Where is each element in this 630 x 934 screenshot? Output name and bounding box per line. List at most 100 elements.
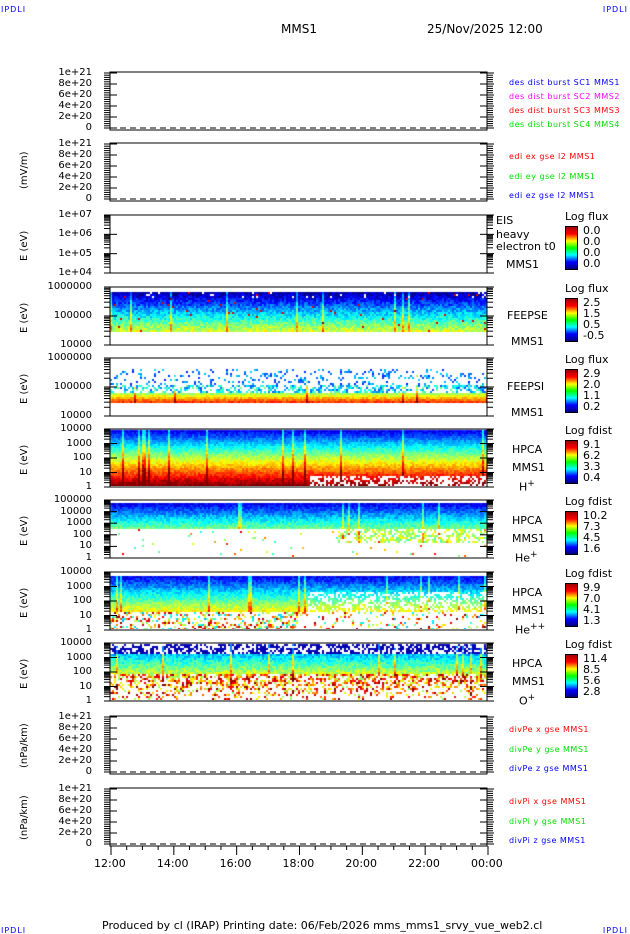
spectrogram-hpca-hepp [110,571,487,629]
instrument-label-hpca-hepp-0: HPCA [512,586,543,599]
ytick-label-hpca-o: 1000 [66,651,92,663]
species-charge: ++ [530,622,546,632]
panel-feepsi-axes [104,357,494,417]
ylabel-hpca-h: E (eV) [19,444,30,475]
instrument-label-hpca-h-0: HPCA [512,443,543,456]
corner-label-top-right: IPDLI [602,5,628,14]
datetime-title: 25/Nov/2025 12:00 [427,22,543,36]
instrument-label-feepsi-0: FEEPSI [507,380,545,393]
colorbar-value-hpca-o: 11.4 [583,652,608,665]
ytick-label-eis: 1e+07 [58,209,92,220]
colorbar-value-hpca-hepp: 1.3 [583,614,601,627]
colorbar-value-eis: 0.0 [583,224,601,237]
colorbar-value-hpca-hepp: 4.1 [583,603,601,616]
ytick-label-hpca-h: 100 [72,452,92,463]
footer-text: Produced by cl (IRAP) Printing date: 06/… [102,919,543,932]
legend-dist-2: des dist burst SC3 MMS3 [509,106,620,115]
colorbar-hpca-h [565,440,578,484]
instrument-label-hpca-o-1: MMS1 [512,675,545,688]
ytick-label-hpca-o: 1 [85,695,92,706]
panel-divpe-axes [104,715,494,775]
instrument-label-hpca-h-1: MMS1 [512,461,545,474]
panel-eis-frame [109,214,488,274]
species-charge: + [527,693,536,703]
colorbar-value-hpca-hepp: 7.0 [583,592,601,605]
colorbar-value-eis: 0.0 [583,235,601,248]
colorbar-title-hpca-he: Log fdist [565,495,613,508]
panel-feepse-axes [104,286,494,346]
species-base: He [515,551,531,565]
x-tick-label: 22:00 [408,857,440,870]
species-label-hpca-h: H+ [519,478,535,494]
panel-hpca-he-axes [104,499,494,559]
colorbar-title-feepsi: Log flux [565,353,609,366]
panel-hpca-hepp-frame [109,571,488,631]
panel-feepsi-frame [109,357,488,417]
spacecraft-title: MMS1 [281,22,317,36]
ytick-label-dist: 8e+20 [58,78,92,89]
ytick-label-hpca-hepp: 10000 [60,566,92,577]
species-base: H [519,480,528,494]
colorbar-value-feepse: -0.5 [583,329,605,342]
panel-divpi-axes [104,787,494,847]
colorbar-value-hpca-h: 6.2 [583,449,601,462]
colorbar-value-feepse: 2.5 [583,296,601,309]
spectrogram-feepsi [110,357,487,415]
colorbar-value-hpca-he: 10.2 [583,509,608,522]
ytick-label-edi: 1e+21 [58,138,92,149]
legend-dist-3: des dist burst SC4 MMS4 [509,120,620,129]
panel-eis-axes [104,214,494,274]
panel-edi-axes [104,142,494,202]
ytick-label-dist: 1e+21 [58,67,92,78]
legend-dist-0: des dist burst SC1 MMS1 [509,78,620,87]
colorbar-title-hpca-h: Log fdist [565,424,613,437]
instrument-label-feepse-0: FEEPSE [507,309,548,322]
instrument-label-hpca-he-1: MMS1 [512,532,545,545]
instrument-label-hpca-hepp-1: MMS1 [512,604,545,617]
ylabel-feepse: E (eV) [19,302,30,333]
x-tick-label: 12:00 [94,857,126,870]
panel-hpca-h-axes [104,428,494,488]
colorbar-value-feepsi: 2.9 [583,367,601,380]
ytick-label-feepse: 1000000 [47,281,92,292]
species-charge: + [530,550,538,560]
panel-dist-axes [104,71,494,131]
ytick-label-hpca-hepp: 100 [72,595,92,606]
corner-label-top-left: IPDLI [1,5,27,14]
ytick-label-divpi: 8e+20 [58,794,92,805]
ytick-label-dist: 4e+20 [58,100,92,111]
ytick-label-divpi: 6e+20 [58,805,92,816]
colorbar-title-feepse: Log flux [565,282,609,295]
ytick-label-eis: 1e+06 [58,228,92,240]
ytick-label-divpe: 1e+21 [58,711,92,722]
ytick-label-feepsi: 1000000 [47,352,92,363]
ytick-label-hpca-h: 1 [85,481,92,492]
spectrogram-feepse [110,286,487,344]
ytick-label-hpca-o: 10000 [60,637,92,648]
x-tick-label: 16:00 [219,857,252,870]
species-base: He [515,623,531,637]
panel-feepse-frame [109,286,488,346]
spectrogram-hpca-h [110,428,487,486]
panel-hpca-h-frame [109,428,488,488]
ytick-label-dist: 6e+20 [58,89,92,100]
legend-edi-0: edi ex gse l2 MMS1 [509,152,596,161]
ytick-label-hpca-o: 10 [79,680,92,692]
ytick-label-hpca-hepp: 1 [85,624,92,635]
ytick-label-edi: 2e+20 [58,182,92,193]
ytick-label-feepsi: 10000 [60,410,92,421]
ytick-label-divpi: 2e+20 [58,827,92,838]
colorbar-value-hpca-o: 5.6 [583,674,601,687]
colorbar-value-feepsi: 2.0 [583,378,601,391]
ytick-label-hpca-h: 1000 [66,437,92,449]
colorbar-value-hpca-he: 7.3 [583,520,601,533]
panel-edi-frame [109,142,488,202]
legend-divpi-1: divPi y gse MMS1 [509,816,587,826]
instrument-label-feepsi-1: MMS1 [511,406,544,419]
ylabel-feepsi: E (eV) [19,373,30,404]
x-tick-label: 14:00 [156,857,189,870]
colorbar-hpca-he [565,511,578,555]
colorbar-value-hpca-he: 4.5 [583,531,601,544]
colorbar-feepsi [565,369,578,413]
ytick-label-dist: 0 [85,122,92,133]
